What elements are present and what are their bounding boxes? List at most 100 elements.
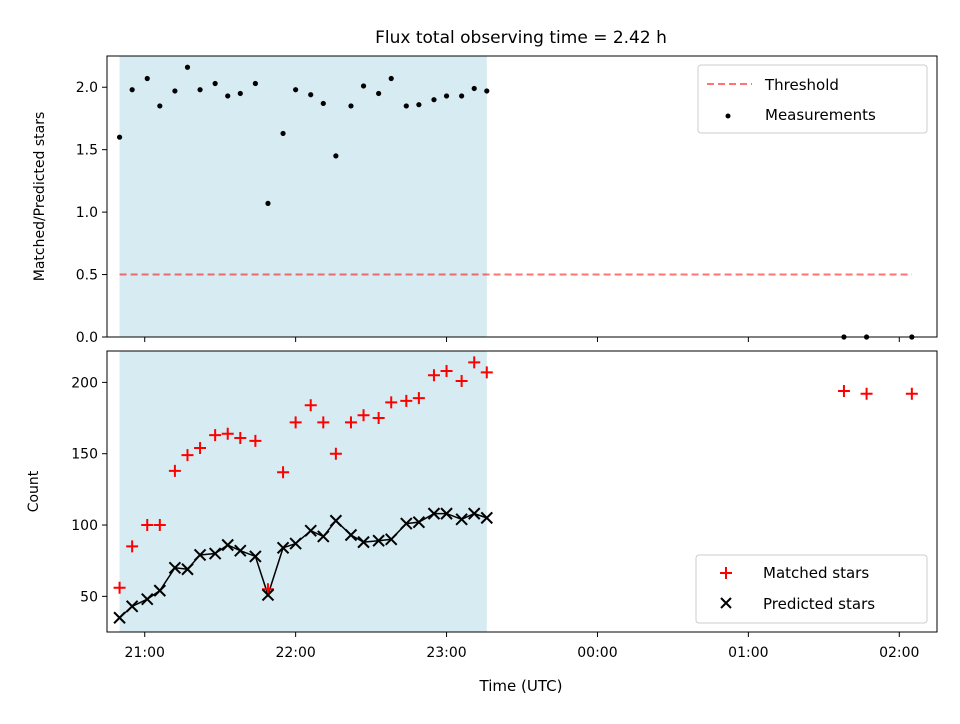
bottom-panel: 50 100 150 200 21:00 22:00 23:00 00:00 01:00 02:… xyxy=(26,350,938,695)
measurement-point xyxy=(144,75,150,82)
matched-star-point xyxy=(440,364,453,377)
measurement-point xyxy=(333,153,339,159)
predicted-stars-series xyxy=(113,507,493,624)
predicted-star-point xyxy=(385,533,398,546)
matched-star-point xyxy=(480,366,493,379)
matched-stars-series xyxy=(113,356,918,596)
bottom-plot-frame xyxy=(106,350,938,633)
top-shaded-span xyxy=(119,56,487,337)
x-tick-label: 02:00 xyxy=(879,645,919,661)
matched-star-point xyxy=(344,416,357,429)
measurement-point xyxy=(265,200,271,206)
matched-star-point xyxy=(372,412,385,425)
matched-star-point xyxy=(329,447,342,460)
predicted-legend-swatch xyxy=(720,597,732,609)
predicted-star-point xyxy=(276,541,290,555)
matched-star-point xyxy=(153,519,166,532)
matched-star-point xyxy=(194,441,207,454)
measurement-point xyxy=(403,103,409,109)
threshold-legend-label: Threshold xyxy=(764,76,839,94)
predicted-star-point xyxy=(208,547,222,560)
predicted-star-point xyxy=(304,524,317,537)
matched-star-point xyxy=(168,464,181,477)
top-y-ticks: 0.0 0.5 1.0 1.5 2.0 xyxy=(76,80,107,346)
matched-star-point xyxy=(905,387,918,400)
predicted-star-point xyxy=(400,517,413,530)
matched-star-point xyxy=(113,581,126,594)
x-tick-label: 23:00 xyxy=(426,645,466,661)
x-tick-label: 21:00 xyxy=(125,645,165,661)
matched-star-point xyxy=(209,429,222,442)
measurement-point xyxy=(443,93,450,99)
measurement-point xyxy=(348,103,354,109)
predicted-star-point xyxy=(329,514,343,527)
matched-legend-swatch xyxy=(720,567,732,579)
matched-star-point xyxy=(234,432,247,445)
bottom-y-tick-label: 200 xyxy=(71,375,98,391)
predicted-star-point xyxy=(181,563,194,576)
predicted-star-point xyxy=(234,544,247,557)
measurement-point xyxy=(252,80,258,87)
top-y-tick-label: 0.5 xyxy=(76,268,98,284)
predicted-star-point xyxy=(468,507,481,520)
bottom-y-tick-label: 150 xyxy=(71,447,98,463)
measurement-point xyxy=(129,87,135,93)
measurement-point xyxy=(484,88,490,94)
bottom-x-ticks: 21:00 22:00 23:00 00:00 01:00 02:00 xyxy=(125,632,919,661)
predicted-star-point xyxy=(193,548,207,562)
matched-star-point xyxy=(317,416,330,429)
matched-star-point xyxy=(427,369,440,382)
predicted-stars-line xyxy=(119,512,488,619)
measurements-legend-swatch xyxy=(725,113,731,119)
predicted-star-point xyxy=(427,507,441,520)
matched-star-point xyxy=(860,387,873,400)
bottom-y-tick-label: 100 xyxy=(71,518,98,534)
x-tick-label: 00:00 xyxy=(577,645,617,661)
measurement-point xyxy=(157,103,163,109)
bottom-y-tick-label: 50 xyxy=(80,589,98,605)
measurement-point xyxy=(172,88,178,94)
predicted-star-point xyxy=(317,530,330,543)
matched-star-point xyxy=(412,392,425,405)
predicted-star-point xyxy=(113,611,126,624)
matched-star-point xyxy=(304,399,317,412)
measurement-point xyxy=(237,90,243,97)
matched-star-point xyxy=(249,434,262,447)
predicted-star-point xyxy=(372,534,385,547)
measurement-point xyxy=(197,87,203,93)
measurement-point xyxy=(459,93,465,99)
predicted-star-point xyxy=(261,588,275,602)
predicted-legend-label: Predicted stars xyxy=(763,595,875,613)
measurement-point xyxy=(212,80,218,87)
predicted-star-point xyxy=(141,592,154,606)
measurement-point xyxy=(184,64,191,70)
predicted-star-point xyxy=(344,528,358,542)
bottom-y-axis-label: Count xyxy=(26,470,42,512)
measurement-point xyxy=(416,102,422,108)
matched-star-point xyxy=(289,416,302,429)
predicted-star-point xyxy=(289,537,302,550)
predicted-star-point xyxy=(168,561,182,575)
bottom-shaded-span xyxy=(119,351,487,632)
top-y-tick-label: 2.0 xyxy=(76,80,98,96)
top-y-tick-label: 1.0 xyxy=(76,205,98,221)
chart-title: Flux total observing time = 2.42 h xyxy=(375,28,667,48)
measurement-point xyxy=(225,93,231,99)
bottom-y-ticks: 50 100 150 200 xyxy=(71,375,107,605)
top-plot-frame xyxy=(106,55,938,338)
measurements-legend-label: Measurements xyxy=(765,106,876,124)
matched-star-point xyxy=(181,449,194,462)
predicted-star-point xyxy=(249,550,262,563)
measurement-point xyxy=(293,87,299,93)
matched-star-point xyxy=(221,427,234,440)
measurements-series xyxy=(116,64,915,340)
matched-star-point xyxy=(455,374,468,387)
predicted-star-point xyxy=(125,600,139,613)
bottom-legend-box xyxy=(695,554,928,624)
measurement-point xyxy=(431,97,437,103)
measurement-point xyxy=(471,85,477,92)
top-legend: Threshold Measurements xyxy=(697,64,928,134)
matched-star-point xyxy=(468,356,481,369)
matched-star-point xyxy=(357,409,370,422)
